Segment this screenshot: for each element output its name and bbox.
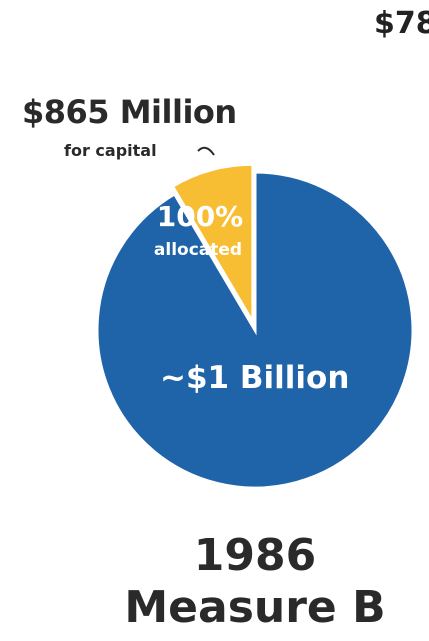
capital-amount-label: $865 Million bbox=[22, 93, 237, 131]
chart-year: 1986 bbox=[193, 530, 317, 581]
pie-slice-total bbox=[95, 170, 415, 490]
cutoff-label: $78 bbox=[374, 6, 429, 41]
capital-slice-status: allocated bbox=[153, 240, 243, 260]
pie-slice-capital bbox=[170, 162, 255, 328]
chart-measure: Measure B bbox=[124, 582, 386, 633]
capital-note-label: for capital bbox=[64, 141, 157, 160]
capital-leader-line bbox=[197, 146, 215, 156]
total-slice-label: ~$1 Billion bbox=[160, 360, 350, 396]
capital-slice-percent: 100% bbox=[156, 200, 244, 233]
